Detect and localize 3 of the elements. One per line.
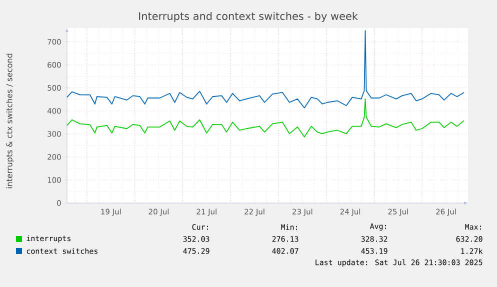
line-series — [66, 30, 464, 108]
line-series — [66, 98, 464, 138]
chart-title: Interrupts and context switches - by week — [139, 12, 358, 22]
